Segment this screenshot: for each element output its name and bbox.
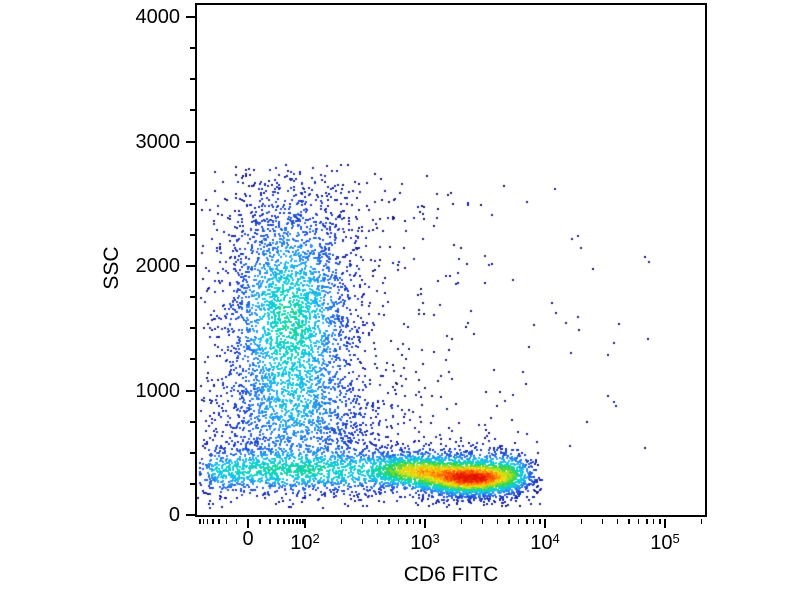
x-minor-tick <box>259 519 261 524</box>
y-minor-tick <box>190 451 195 454</box>
x-major-tick <box>304 519 306 528</box>
y-minor-tick <box>190 327 195 330</box>
x-minor-tick <box>206 519 209 524</box>
x-minor-tick <box>388 519 390 524</box>
x-minor-tick <box>412 519 415 524</box>
y-minor-tick <box>190 233 195 236</box>
y-minor-tick <box>190 420 195 423</box>
y-minor-tick <box>190 47 195 50</box>
x-tick-label: 103 <box>410 531 440 554</box>
y-major-tick <box>186 16 195 18</box>
y-minor-tick <box>190 78 195 81</box>
x-minor-tick <box>225 519 228 524</box>
x-minor-tick <box>202 519 205 524</box>
y-major-tick <box>186 389 195 392</box>
x-minor-tick <box>628 519 630 524</box>
x-minor-tick <box>218 519 220 524</box>
x-minor-tick <box>539 519 541 524</box>
x-minor-tick <box>580 519 583 524</box>
x-minor-tick <box>496 519 499 524</box>
x-minor-tick <box>601 519 604 524</box>
x-major-tick <box>664 519 666 528</box>
y-tick-label: 3000 <box>135 130 181 153</box>
y-minor-tick <box>190 358 195 361</box>
y-major-tick <box>186 514 195 516</box>
x-minor-tick <box>211 519 214 524</box>
y-axis-title: SSC <box>100 246 123 290</box>
x-minor-tick <box>645 519 648 524</box>
y-minor-tick <box>190 296 195 299</box>
x-minor-tick <box>652 519 655 524</box>
x-minor-tick <box>292 519 294 524</box>
x-major-tick <box>247 519 249 528</box>
x-major-tick <box>544 519 546 528</box>
x-minor-tick <box>659 519 661 524</box>
y-major-tick <box>186 140 195 143</box>
x-minor-tick <box>419 519 421 524</box>
x-tick-label: 0 <box>242 528 254 550</box>
x-minor-tick <box>235 519 238 524</box>
y-major-tick <box>186 265 195 267</box>
x-minor-tick <box>283 519 285 524</box>
x-minor-tick <box>460 519 463 524</box>
y-minor-tick <box>190 171 195 174</box>
x-minor-tick <box>288 519 290 524</box>
x-minor-tick <box>299 519 301 524</box>
y-minor-tick <box>190 482 195 485</box>
scatter-canvas <box>197 5 705 515</box>
y-minor-tick <box>190 202 195 205</box>
x-minor-tick <box>301 519 304 524</box>
x-minor-tick <box>481 519 484 524</box>
x-minor-tick <box>361 519 364 524</box>
x-minor-tick <box>295 519 298 524</box>
x-minor-tick <box>397 519 400 524</box>
y-tick-label: 2000 <box>135 255 181 277</box>
x-minor-tick <box>405 519 408 524</box>
x-minor-tick <box>525 519 528 524</box>
x-minor-tick <box>269 519 271 524</box>
y-tick-label: 0 <box>168 504 180 526</box>
x-axis-title: CD6 FITC <box>403 563 499 586</box>
x-tick-label: 105 <box>650 531 680 554</box>
x-minor-tick <box>517 519 520 524</box>
y-tick-label: 1000 <box>135 379 181 402</box>
x-minor-tick <box>637 519 640 524</box>
y-minor-tick <box>190 109 195 112</box>
x-minor-tick <box>199 519 201 524</box>
x-minor-tick <box>340 519 343 524</box>
x-minor-tick <box>508 519 510 524</box>
x-tick-label: 102 <box>290 531 320 554</box>
y-tick-label: 4000 <box>135 6 181 28</box>
x-minor-tick <box>700 519 703 524</box>
x-major-tick <box>424 519 426 528</box>
x-minor-tick <box>616 519 619 524</box>
x-tick-label: 104 <box>530 531 560 554</box>
x-minor-tick <box>276 519 279 524</box>
x-minor-tick <box>376 519 379 524</box>
plot-area <box>195 3 707 517</box>
x-minor-tick <box>532 519 535 524</box>
